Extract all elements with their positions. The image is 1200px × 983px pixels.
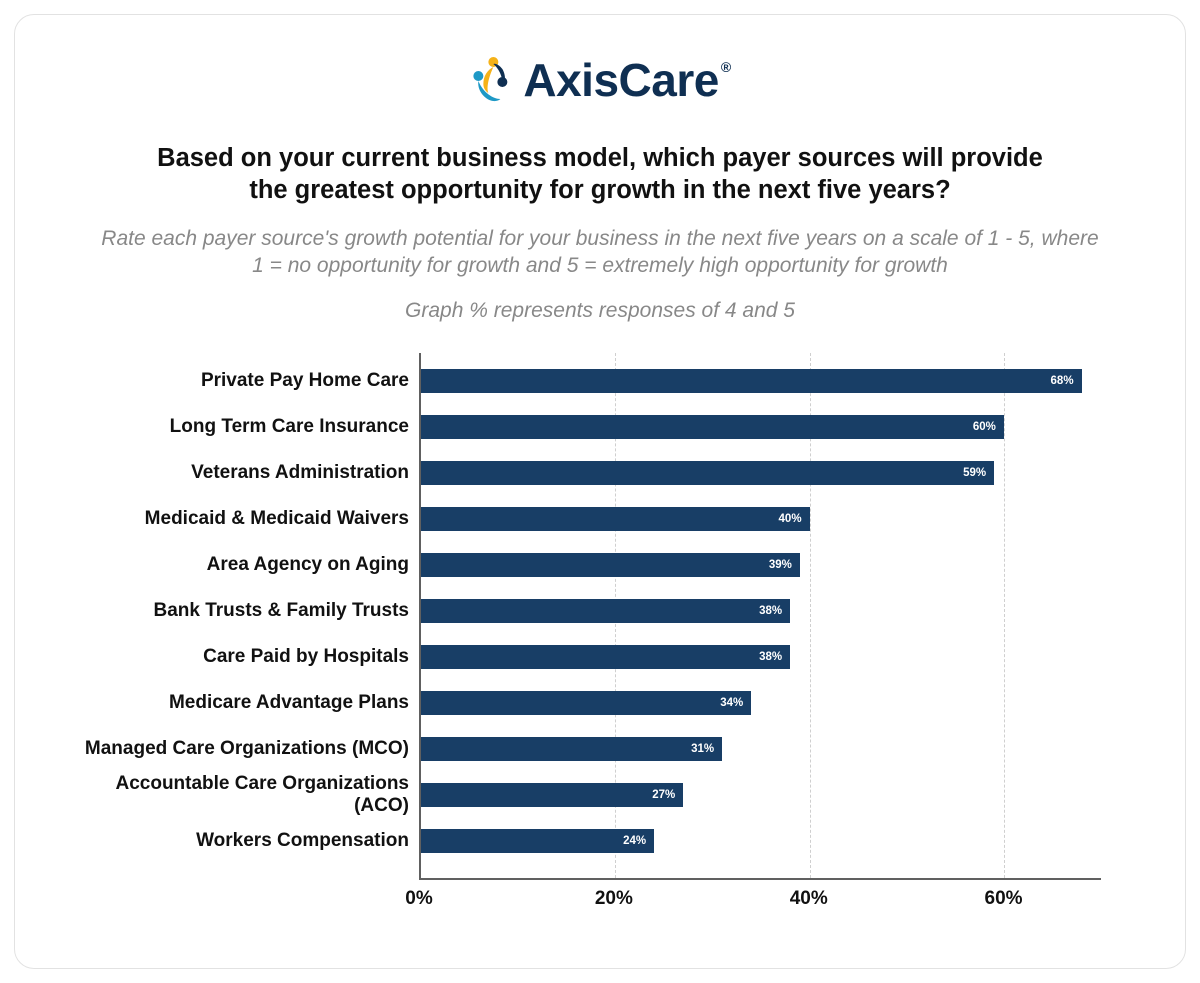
brand-name-text: AxisCare (523, 53, 718, 107)
bar-row: 38% (421, 599, 1101, 623)
bar-row: 34% (421, 691, 1101, 715)
category-label: Area Agency on Aging (79, 554, 409, 576)
bar-row: 24% (421, 829, 1101, 853)
chart-caption: Graph % represents responses of 4 and 5 (15, 299, 1185, 323)
x-tick-label: 20% (595, 888, 633, 910)
category-label: Workers Compensation (79, 830, 409, 852)
bar: 59% (421, 461, 994, 485)
bar: 31% (421, 737, 722, 761)
bar-value-label: 27% (652, 789, 675, 801)
category-label: Medicare Advantage Plans (79, 692, 409, 714)
bar-value-label: 24% (623, 835, 646, 847)
bar: 38% (421, 599, 790, 623)
category-label: Accountable Care Organizations (ACO) (79, 773, 409, 817)
bar-value-label: 34% (720, 697, 743, 709)
brand-registered-icon: ® (721, 59, 731, 75)
bar-row: 38% (421, 645, 1101, 669)
category-label: Medicaid & Medicaid Waivers (79, 508, 409, 530)
plot-area: 68% 60% 59% 40% 39% 38% 38% 34% 31% 27% 24% (419, 353, 1101, 880)
category-label: Private Pay Home Care (79, 370, 409, 392)
chart-subtitle: Rate each payer source's growth potentia… (15, 225, 1185, 280)
bar-row: 40% (421, 507, 1101, 531)
x-tick-label: 40% (790, 888, 828, 910)
chart: 68% 60% 59% 40% 39% 38% 38% 34% 31% 27% 24% 0% 20% 4… (79, 353, 1121, 920)
bar-row: 31% (421, 737, 1101, 761)
brand-name: AxisCare ® (523, 53, 730, 107)
category-label: Care Paid by Hospitals (79, 646, 409, 668)
bar: 39% (421, 553, 800, 577)
category-label: Bank Trusts & Family Trusts (79, 600, 409, 622)
bar: 60% (421, 415, 1004, 439)
bar-value-label: 68% (1051, 375, 1074, 387)
bar-row: 68% (421, 369, 1101, 393)
bar-value-label: 40% (779, 513, 802, 525)
bar-row: 39% (421, 553, 1101, 577)
bar-row: 60% (421, 415, 1101, 439)
category-label: Veterans Administration (79, 462, 409, 484)
brand-icon (469, 56, 513, 104)
bar: 27% (421, 783, 683, 807)
bar-value-label: 60% (973, 421, 996, 433)
x-tick-label: 0% (405, 888, 432, 910)
card: AxisCare ® Based on your current busines… (14, 14, 1186, 969)
bar-row: 59% (421, 461, 1101, 485)
bar: 24% (421, 829, 654, 853)
bar-row: 27% (421, 783, 1101, 807)
canvas: AxisCare ® Based on your current busines… (0, 0, 1200, 983)
bar-value-label: 59% (963, 467, 986, 479)
category-label: Long Term Care Insurance (79, 416, 409, 438)
bar: 34% (421, 691, 751, 715)
x-tick-label: 60% (985, 888, 1023, 910)
brand-logo: AxisCare ® (469, 53, 730, 107)
bar-value-label: 38% (759, 651, 782, 663)
bar-value-label: 39% (769, 559, 792, 571)
chart-title: Based on your current business model, wh… (15, 143, 1185, 207)
category-label: Managed Care Organizations (MCO) (79, 738, 409, 760)
bar: 40% (421, 507, 810, 531)
bar: 68% (421, 369, 1082, 393)
bar-value-label: 38% (759, 605, 782, 617)
bar-value-label: 31% (691, 743, 714, 755)
bar: 38% (421, 645, 790, 669)
